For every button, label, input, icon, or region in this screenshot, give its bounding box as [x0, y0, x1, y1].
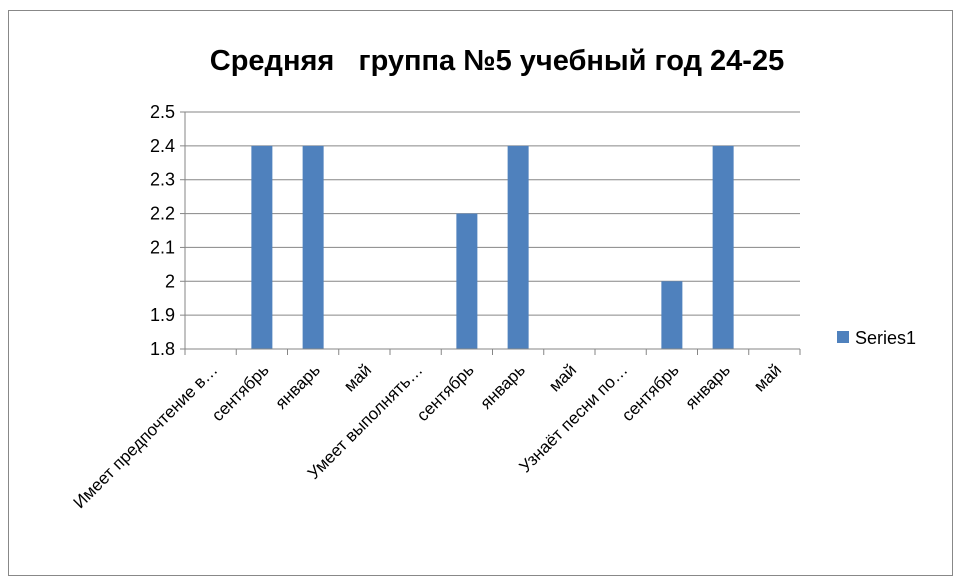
x-tick-label: сентябрь	[208, 360, 273, 425]
legend-label-series1: Series1	[855, 328, 916, 348]
y-tick-label: 2	[165, 271, 175, 291]
y-tick-label: 1.8	[150, 339, 175, 359]
x-tick-label: январь	[476, 360, 529, 413]
axes	[180, 111, 801, 355]
bar	[456, 213, 478, 349]
y-tick-label: 2.5	[150, 102, 175, 122]
x-tick-label: май	[750, 360, 785, 395]
y-tick-label: 2.4	[150, 136, 175, 156]
x-tick-label: сентябрь	[618, 360, 683, 425]
x-tick-label: январь	[681, 360, 734, 413]
y-tick-label: 2.1	[150, 237, 175, 257]
bar	[251, 145, 273, 349]
x-tick-label: май	[340, 360, 375, 395]
x-tick-label: май	[545, 360, 580, 395]
chart-title: Средняя группа №5 учебный год 24-25	[210, 45, 784, 77]
bar	[661, 281, 683, 349]
x-tick-label: Имеет предпочтение в…	[70, 360, 222, 512]
gridlines	[185, 111, 800, 316]
x-tick-label: сентябрь	[413, 360, 478, 425]
y-tick-label: 2.3	[150, 170, 175, 190]
legend-swatch-series1	[837, 331, 849, 343]
y-tick-label: 2.2	[150, 204, 175, 224]
legend: Series1	[837, 328, 916, 348]
chart-frame	[8, 10, 953, 576]
bar	[507, 145, 529, 349]
bar	[712, 145, 734, 349]
y-tick-label: 1.9	[150, 305, 175, 325]
bars	[251, 145, 734, 349]
x-tick-label: январь	[271, 360, 324, 413]
y-tick-labels: 1.8 1.9 2 2.1 2.2 2.3 2.4 2.5	[150, 102, 175, 359]
bar	[302, 145, 324, 349]
